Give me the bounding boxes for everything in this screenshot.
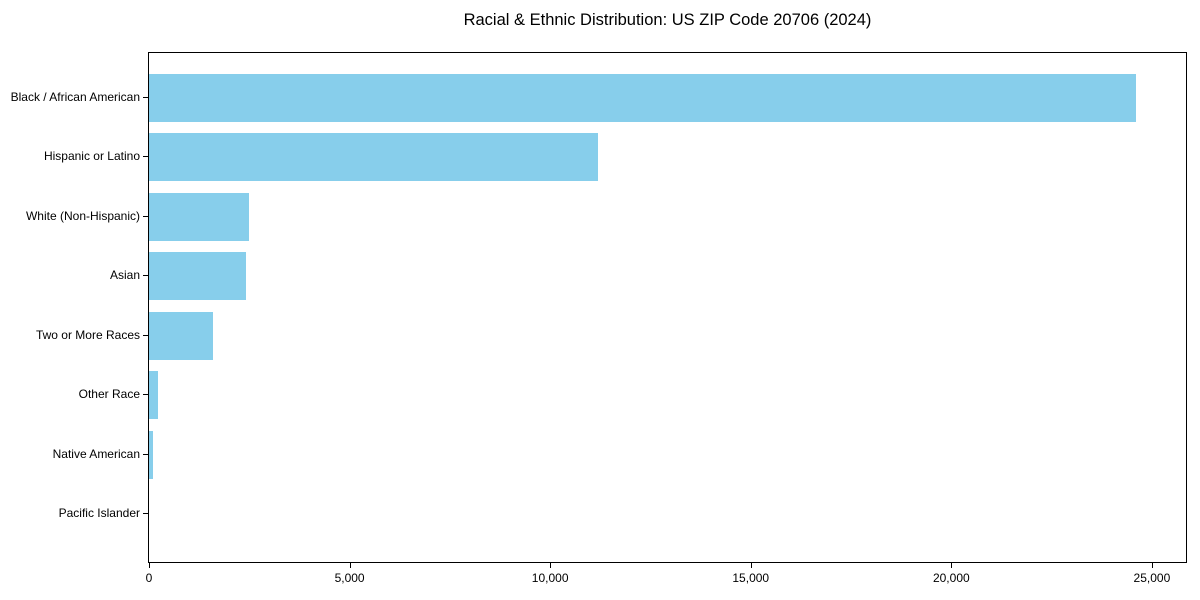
- y-tick-label: Two or More Races: [35, 327, 140, 342]
- bar-asian: [149, 252, 246, 301]
- bar-other-race: [149, 371, 158, 420]
- bar-black-african-american: [149, 73, 1136, 122]
- plot-area: [148, 52, 1187, 563]
- bar-hispanic-or-latino: [149, 133, 598, 182]
- y-tick-label: White (Non-Hispanic): [25, 208, 140, 223]
- bar-two-or-more-races: [149, 311, 213, 360]
- y-tick-label: Native American: [52, 446, 140, 461]
- x-tick-mark: [550, 563, 552, 568]
- y-tick-mark: [143, 275, 148, 276]
- x-tick-mark: [349, 563, 351, 568]
- x-tick-label: 15,000: [732, 571, 770, 585]
- bar-white-non-hispanic: [149, 192, 249, 241]
- chart-title: Racial & Ethnic Distribution: US ZIP Cod…: [463, 11, 872, 29]
- y-tick-mark: [143, 454, 148, 455]
- y-tick-label: Black / African American: [10, 89, 140, 104]
- x-tick-label: 0: [145, 571, 153, 585]
- y-tick-label: Asian: [109, 268, 140, 283]
- y-tick-mark: [143, 513, 148, 514]
- y-tick-mark: [143, 216, 148, 217]
- x-tick-label: 20,000: [932, 571, 970, 585]
- y-tick-mark: [143, 97, 148, 98]
- x-tick-mark: [1151, 563, 1153, 568]
- bar-native-american: [149, 430, 153, 479]
- y-axis-labels: Black / African American Hispanic or Lati…: [0, 52, 140, 563]
- y-tick-label: Other Race: [78, 387, 140, 402]
- x-tick-mark: [149, 563, 150, 568]
- y-tick-mark: [143, 156, 148, 157]
- x-tick-label: 10,000: [531, 571, 569, 585]
- y-tick-mark: [143, 335, 148, 336]
- x-tick-label: 25,000: [1133, 571, 1171, 585]
- y-tick-label: Hispanic or Latino: [43, 149, 140, 164]
- x-axis: 0 5,000 10,000 15,000 20,000 25,000: [145, 563, 1187, 593]
- y-axis-ticks: [143, 52, 148, 563]
- x-tick-label: 5,000: [334, 571, 365, 585]
- x-tick-mark: [750, 563, 752, 568]
- x-tick-mark: [951, 563, 953, 568]
- y-tick-label: Pacific Islander: [58, 506, 140, 521]
- y-tick-mark: [143, 394, 148, 395]
